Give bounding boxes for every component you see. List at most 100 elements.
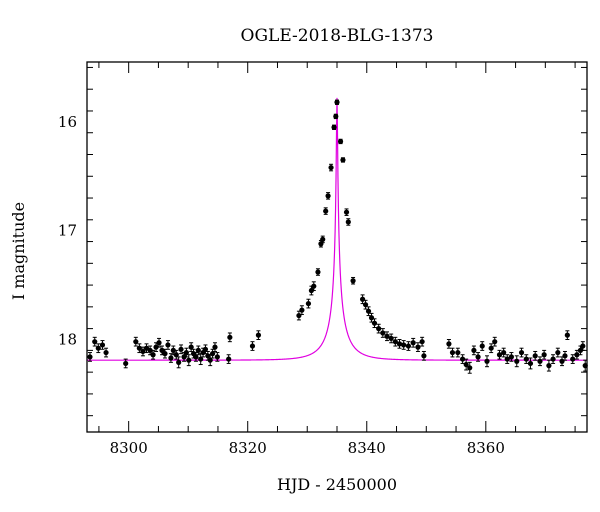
plot-frame	[86, 61, 588, 433]
data-point	[331, 124, 337, 130]
data-point	[195, 345, 201, 356]
y-tick-label: 16	[58, 113, 77, 131]
data-point	[479, 341, 485, 351]
data-point	[345, 218, 351, 226]
data-point	[384, 331, 390, 342]
data-point	[299, 305, 305, 315]
data-point	[198, 353, 204, 366]
data-point	[333, 113, 339, 120]
data-point	[334, 99, 340, 105]
data-point	[103, 347, 109, 358]
data-point	[532, 350, 538, 361]
data-point	[325, 192, 331, 200]
data-point	[173, 349, 179, 360]
data-point	[170, 345, 176, 356]
data-point	[446, 339, 452, 349]
data-point	[212, 342, 218, 352]
data-point	[471, 345, 477, 356]
data-point	[392, 336, 398, 347]
data-points	[87, 99, 588, 374]
data-point	[492, 336, 498, 347]
data-point	[255, 330, 262, 340]
data-point	[214, 352, 220, 362]
data-point	[368, 312, 375, 323]
data-point	[296, 310, 302, 321]
data-point	[328, 163, 334, 172]
x-tick-label: 8360	[467, 439, 505, 457]
data-point	[504, 354, 510, 364]
axis-ticks: 8300 8320 8340 8360 16 17 18	[58, 62, 587, 457]
data-point	[315, 268, 321, 276]
data-point	[467, 361, 473, 374]
data-point	[580, 341, 586, 351]
data-point	[359, 294, 366, 305]
data-point	[123, 358, 129, 369]
model-curve	[87, 97, 587, 361]
data-point	[340, 157, 346, 163]
data-point	[527, 357, 534, 370]
data-point	[475, 352, 481, 362]
data-point	[365, 306, 372, 317]
data-point	[320, 235, 326, 244]
data-point	[401, 340, 407, 350]
data-point	[523, 354, 529, 364]
data-point	[537, 356, 543, 367]
data-point	[140, 346, 146, 357]
data-point	[371, 318, 378, 329]
data-point	[555, 347, 561, 358]
data-point	[501, 347, 507, 358]
data-point	[343, 208, 350, 216]
x-tick-label: 8320	[229, 439, 267, 457]
data-point	[396, 339, 403, 349]
data-point	[323, 207, 329, 215]
y-tick-label: 18	[58, 331, 77, 349]
x-tick-label: 8340	[348, 439, 386, 457]
data-point	[226, 354, 232, 364]
data-point	[564, 330, 570, 340]
data-point	[455, 347, 461, 358]
y-tick-label: 17	[58, 222, 77, 240]
data-point	[162, 348, 168, 359]
data-point	[147, 345, 153, 356]
data-point	[514, 355, 520, 368]
data-point	[178, 344, 184, 355]
x-axis-label: HJD - 2450000	[277, 475, 397, 494]
data-point	[133, 336, 139, 347]
data-point	[156, 337, 162, 348]
data-point	[209, 348, 216, 359]
data-point	[183, 347, 190, 358]
data-point	[546, 359, 552, 372]
x-tick-label: 8300	[110, 439, 148, 457]
data-point	[249, 341, 256, 351]
data-point	[350, 276, 356, 285]
data-point	[410, 337, 416, 348]
data-point	[165, 340, 171, 350]
data-point	[484, 355, 490, 368]
data-point	[405, 341, 412, 351]
data-point	[541, 349, 547, 360]
data-point	[308, 285, 315, 296]
data-point	[570, 354, 576, 364]
data-point	[136, 343, 142, 354]
data-point	[415, 342, 421, 352]
data-point	[508, 352, 515, 362]
data-point	[362, 299, 369, 310]
data-point	[305, 298, 312, 309]
data-point	[388, 333, 394, 344]
model-layer	[87, 97, 587, 361]
data-point	[463, 358, 469, 371]
data-point	[227, 332, 233, 343]
y-axis-label: I magnitude	[9, 202, 28, 300]
data-point	[186, 354, 192, 367]
data-point	[99, 340, 106, 350]
data-point	[518, 347, 525, 358]
data-point	[150, 349, 156, 360]
data-point	[559, 356, 565, 367]
data-point	[168, 353, 174, 363]
data-point	[92, 336, 98, 347]
data-point	[311, 281, 317, 292]
data-point	[207, 354, 213, 367]
data-point	[337, 138, 344, 145]
data-point	[488, 343, 494, 354]
